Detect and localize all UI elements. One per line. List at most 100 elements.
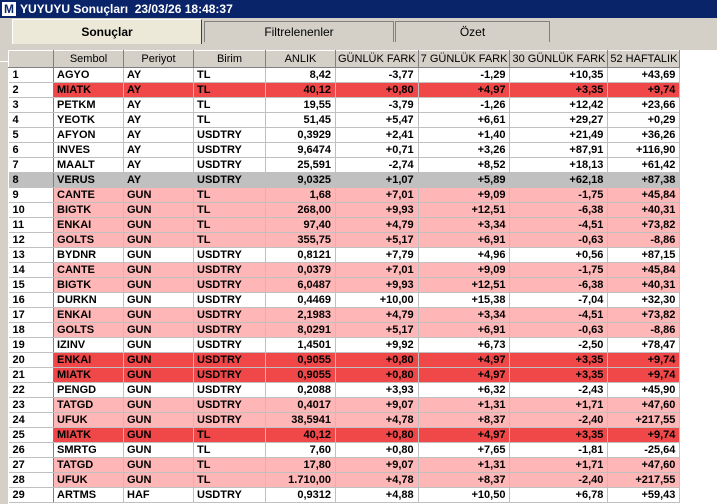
cell-7-gunluk-fark: +1,31 (418, 397, 511, 413)
cell-birim: USDTRY (193, 322, 266, 338)
cell-52-haftalik: +43,69 (607, 67, 681, 83)
cell-30-gunluk-fark: -2,40 (509, 472, 609, 488)
cell-periyot: GUN (123, 397, 194, 413)
cell-sembol: DURKN (53, 292, 124, 308)
cell-periyot: GUN (123, 322, 194, 338)
table-row[interactable]: 21 MIATK GUN USDTRY 0,9055 +0,80 +4,97 +3,35 +9,… (8, 367, 681, 383)
header-periyot[interactable]: Periyot (123, 50, 194, 68)
cell-birim: TL (193, 427, 266, 443)
table-row[interactable]: 28 UFUK GUN TL 1.710,00 +4,78 +8,37 -2,40 +217,5… (8, 472, 681, 488)
cell-gunluk-fark: +7,01 (335, 187, 419, 203)
row-index: 26 (8, 442, 54, 458)
cell-52-haftalik: +73,82 (607, 217, 681, 233)
cell-birim: TL (193, 67, 266, 83)
table-row[interactable]: 29 ARTMS HAF USDTRY 0,9312 +4,88 +10,50 +6,78 +5… (8, 487, 681, 503)
app-icon: M (2, 2, 16, 16)
header-anlik[interactable]: ANLIK (265, 50, 336, 68)
table-row[interactable]: 27 TATGD GUN TL 17,80 +9,07 +1,31 +1,71 +47,60 (8, 457, 681, 473)
table-row[interactable]: 5 AFYON AY USDTRY 0,3929 +2,41 +1,40 +21,49 +36,… (8, 127, 681, 143)
cell-7-gunluk-fark: +1,40 (418, 127, 511, 143)
cell-30-gunluk-fark: +12,42 (509, 97, 609, 113)
table-row[interactable]: 26 SMRTG GUN TL 7,60 +0,80 +7,65 -1,81 -25,64 (8, 442, 681, 458)
cell-anlik: 0,2088 (265, 382, 336, 398)
header-index[interactable] (8, 50, 54, 68)
table-row[interactable]: 18 GOLTS GUN USDTRY 8,0291 +5,17 +6,91 -0,63 -8,… (8, 322, 681, 338)
results-grid[interactable]: Sembol Periyot Birim ANLIK GÜNLÜK FARK 7 GÜNL… (8, 50, 717, 504)
table-row[interactable]: 13 BYDNR GUN USDTRY 0,8121 +7,79 +4,96 +0,56 +87… (8, 247, 681, 263)
table-row[interactable]: 7 MAALT AY USDTRY 25,591 -2,74 +8,52 +18,13 +61,… (8, 157, 681, 173)
row-index: 27 (8, 457, 54, 473)
cell-52-haftalik: +40,31 (607, 202, 681, 218)
cell-periyot: HAF (123, 487, 194, 503)
row-index: 19 (8, 337, 54, 353)
row-index: 16 (8, 292, 54, 308)
table-row[interactable]: 6 INVES AY USDTRY 9,6474 +0,71 +3,26 +87,91 +116… (8, 142, 681, 158)
cell-periyot: GUN (123, 292, 194, 308)
tab-sonuclar[interactable]: Sonuçlar (12, 19, 202, 44)
table-row[interactable]: 12 GOLTS GUN TL 355,75 +5,17 +6,91 -0,63 -8,86 (8, 232, 681, 248)
cell-periyot: AY (123, 172, 194, 188)
table-row[interactable]: 19 IZINV GUN USDTRY 1,4501 +9,92 +6,73 -2,50 +78… (8, 337, 681, 353)
cell-52-haftalik: +116,90 (607, 142, 681, 158)
tab-bar: Sonuçlar Filtrelenenler Özet (0, 18, 717, 62)
cell-periyot: AY (123, 142, 194, 158)
header-30-gunluk-fark[interactable]: 30 GÜNLÜK FARK (509, 50, 609, 68)
cell-periyot: GUN (123, 442, 194, 458)
cell-52-haftalik: +87,15 (607, 247, 681, 263)
header-birim[interactable]: Birim (193, 50, 266, 68)
table-row[interactable]: 2 MIATK AY TL 40,12 +0,80 +4,97 +3,35 +9,74 (8, 82, 681, 98)
table-row[interactable]: 11 ENKAI GUN TL 97,40 +4,79 +3,34 -4,51 +73,82 (8, 217, 681, 233)
cell-anlik: 2,1983 (265, 307, 336, 323)
cell-7-gunluk-fark: +6,91 (418, 322, 511, 338)
header-sembol[interactable]: Sembol (53, 50, 124, 68)
cell-30-gunluk-fark: -6,38 (509, 277, 609, 293)
table-row[interactable]: 15 BIGTK GUN USDTRY 6,0487 +9,93 +12,51 -6,38 +4… (8, 277, 681, 293)
cell-birim: USDTRY (193, 307, 266, 323)
cell-gunluk-fark: +5,47 (335, 112, 419, 128)
table-body: 1 AGYO AY TL 8,42 -3,77 -1,29 +10,35 +43,69 2 MIAT… (8, 67, 681, 503)
cell-52-haftalik: +73,82 (607, 307, 681, 323)
cell-52-haftalik: +47,60 (607, 397, 681, 413)
cell-sembol: CANTE (53, 187, 124, 203)
table-row[interactable]: 23 TATGD GUN USDTRY 0,4017 +9,07 +1,31 +1,71 +47… (8, 397, 681, 413)
table-row[interactable]: 24 UFUK GUN USDTRY 38,5941 +4,78 +8,37 -2,40 +21… (8, 412, 681, 428)
table-row[interactable]: 10 BIGTK GUN TL 268,00 +9,93 +12,51 -6,38 +40,31 (8, 202, 681, 218)
table-row[interactable]: 20 ENKAI GUN USDTRY 0,9055 +0,80 +4,97 +3,35 +9,… (8, 352, 681, 368)
cell-sembol: AFYON (53, 127, 124, 143)
cell-52-haftalik: +78,47 (607, 337, 681, 353)
cell-birim: USDTRY (193, 262, 266, 278)
cell-30-gunluk-fark: -2,43 (509, 382, 609, 398)
cell-sembol: TATGD (53, 397, 124, 413)
table-row[interactable]: 8 VERUS AY USDTRY 9,0325 +1,07 +5,89 +62,18 +87,… (8, 172, 681, 188)
cell-periyot: AY (123, 97, 194, 113)
cell-gunluk-fark: +5,17 (335, 232, 419, 248)
cell-52-haftalik: +217,55 (607, 472, 681, 488)
tab-filtrelenenler[interactable]: Filtrelenenler (204, 21, 394, 42)
cell-30-gunluk-fark: +6,78 (509, 487, 609, 503)
table-row[interactable]: 16 DURKN GUN USDTRY 0,4469 +10,00 +15,38 -7,04 +… (8, 292, 681, 308)
table-row[interactable]: 22 PENGD GUN USDTRY 0,2088 +3,93 +6,32 -2,43 +45… (8, 382, 681, 398)
cell-birim: USDTRY (193, 367, 266, 383)
table-row[interactable]: 3 PETKM AY TL 19,55 -3,79 -1,26 +12,42 +23,66 (8, 97, 681, 113)
header-52-haftalik[interactable]: 52 HAFTALIK (607, 50, 681, 68)
cell-sembol: ENKAI (53, 352, 124, 368)
table-row[interactable]: 9 CANTE GUN TL 1,68 +7,01 +9,09 -1,75 +45,84 (8, 187, 681, 203)
cell-gunluk-fark: +9,93 (335, 277, 419, 293)
cell-30-gunluk-fark: +1,71 (509, 457, 609, 473)
table-row[interactable]: 25 MIATK GUN TL 40,12 +0,80 +4,97 +3,35 +9,74 (8, 427, 681, 443)
row-index: 21 (8, 367, 54, 383)
table-row[interactable]: 4 YEOTK AY TL 51,45 +5,47 +6,61 +29,27 +0,29 (8, 112, 681, 128)
cell-52-haftalik: +32,30 (607, 292, 681, 308)
cell-birim: USDTRY (193, 247, 266, 263)
cell-anlik: 0,4469 (265, 292, 336, 308)
table-row[interactable]: 14 CANTE GUN USDTRY 0,0379 +7,01 +9,09 -1,75 +45… (8, 262, 681, 278)
table-row[interactable]: 17 ENKAI GUN USDTRY 2,1983 +4,79 +3,34 -4,51 +73… (8, 307, 681, 323)
cell-sembol: GOLTS (53, 322, 124, 338)
header-gunluk-fark[interactable]: GÜNLÜK FARK (335, 50, 419, 68)
table-row[interactable]: 1 AGYO AY TL 8,42 -3,77 -1,29 +10,35 +43,69 (8, 67, 681, 83)
tab-ozet[interactable]: Özet (395, 21, 550, 42)
cell-7-gunluk-fark: +4,96 (418, 247, 511, 263)
cell-7-gunluk-fark: +10,50 (418, 487, 511, 503)
header-7-gunluk-fark[interactable]: 7 GÜNLÜK FARK (417, 50, 511, 68)
cell-30-gunluk-fark: +29,27 (509, 112, 609, 128)
